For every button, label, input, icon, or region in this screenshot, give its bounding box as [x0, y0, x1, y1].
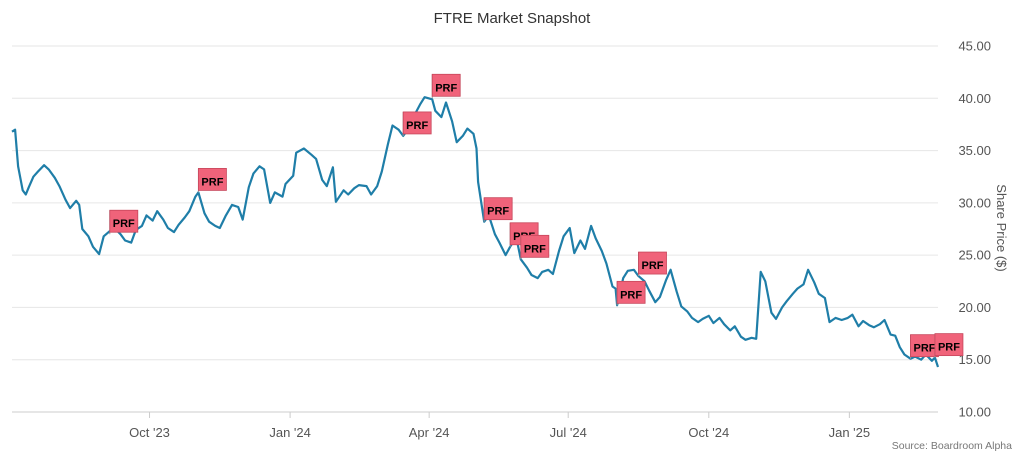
prf-flag[interactable]: PRF [402, 111, 432, 136]
source-credit: Source: Boardroom Alpha [892, 440, 1012, 452]
flag-label: PRF [201, 176, 223, 188]
event-flags[interactable]: PRFPRFPRFPRFPRFPRFPRFPRFPRFPRFPRF [109, 73, 964, 359]
y-tick-label: 45.00 [958, 39, 991, 54]
x-tick-label: Oct '23 [129, 425, 170, 440]
prf-flag[interactable]: PRF [109, 209, 139, 235]
flag-box [616, 280, 646, 304]
prf-flag[interactable]: PRF [520, 234, 550, 260]
prf-flag[interactable]: PRF [197, 167, 227, 193]
x-axis-ticks: Oct '23 Jan '24 Apr '24 Jul '24 Oct '24 Jan '… [129, 412, 870, 440]
y-tick-label: 10.00 [958, 405, 991, 420]
prf-flag[interactable]: PRF [934, 333, 964, 358]
gridlines [12, 45, 938, 413]
x-tick-label: Jan '25 [829, 425, 871, 440]
flag-label: PRF [642, 260, 664, 272]
x-tick-label: Oct '24 [688, 425, 729, 440]
y-tick-label: 30.00 [958, 195, 991, 210]
prf-flag[interactable]: PRF [616, 280, 646, 306]
y-axis-ticks: 10.00 15.00 20.00 25.00 30.00 35.00 40.00 45.00 [958, 39, 991, 420]
prf-flag[interactable]: PRF [638, 251, 667, 277]
flag-box [638, 251, 667, 275]
flag-box [520, 234, 550, 258]
series-line [11, 96, 940, 368]
flag-label: PRF [938, 342, 960, 354]
flag-label: PRF [524, 243, 546, 255]
flag-label: PRF [113, 218, 135, 230]
flag-box [198, 167, 227, 191]
flag-box [483, 197, 513, 221]
flag-label: PRF [620, 289, 642, 301]
y-tick-label: 15.00 [958, 352, 991, 367]
prf-flag[interactable]: PRF [431, 73, 461, 99]
flag-box [402, 111, 432, 135]
prf-flag[interactable]: PRF [909, 334, 939, 359]
y-tick-label: 40.00 [958, 91, 991, 106]
prf-flag[interactable]: PRF [483, 197, 513, 222]
flag-label: PRF [487, 206, 509, 218]
x-tick-label: Jul '24 [550, 425, 587, 440]
flag-label: PRF [406, 120, 428, 132]
y-tick-label: 25.00 [958, 248, 991, 263]
flag-box [934, 333, 964, 357]
x-tick-label: Apr '24 [409, 425, 450, 440]
flag-label: PRF [435, 82, 457, 94]
flag-box [431, 73, 461, 97]
flag-box [109, 209, 139, 233]
y-tick-label: 35.00 [958, 143, 991, 158]
flag-label: PRF [913, 343, 935, 355]
chart-title: FTRE Market Snapshot [434, 10, 592, 27]
y-axis-label: Share Price ($) [994, 184, 1009, 271]
y-tick-label: 20.00 [958, 300, 991, 315]
x-tick-label: Jan '24 [269, 425, 311, 440]
